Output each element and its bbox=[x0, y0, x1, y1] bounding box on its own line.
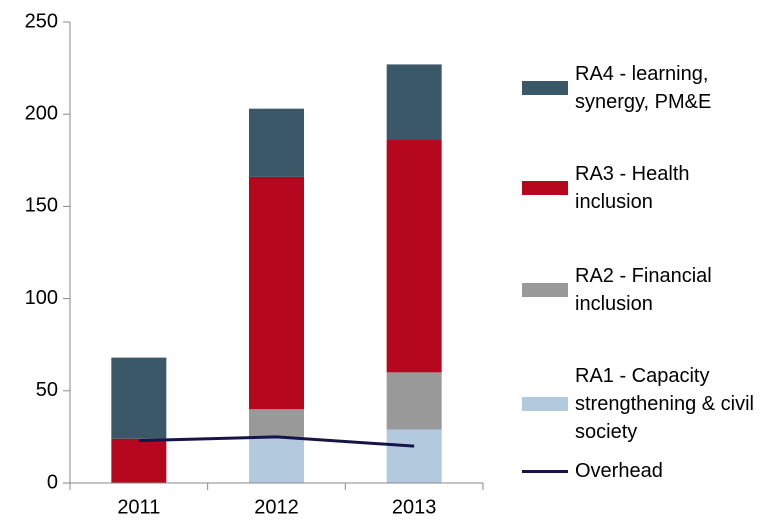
y-tick-label: 200 bbox=[25, 102, 58, 124]
bar-segment bbox=[386, 429, 442, 483]
bar-segment bbox=[249, 409, 304, 437]
bar-segment bbox=[111, 357, 167, 439]
bar-segment bbox=[111, 438, 167, 483]
y-tick-label: 150 bbox=[25, 195, 58, 217]
y-tick-label: 0 bbox=[47, 471, 58, 493]
legend-swatch bbox=[522, 397, 568, 411]
x-tick-label: 2011 bbox=[117, 496, 160, 518]
x-tick-label: 2012 bbox=[254, 496, 299, 518]
legend-item: RA4 - learning, synergy, PM&E bbox=[522, 60, 760, 116]
bar-segment bbox=[386, 372, 442, 430]
legend-label: RA3 - Health inclusion bbox=[575, 163, 690, 213]
y-tick-label: 50 bbox=[36, 379, 58, 401]
y-tick-label: 250 bbox=[25, 10, 58, 32]
legend-item: RA2 - Financial inclusion bbox=[522, 262, 760, 318]
legend-label: RA4 - learning, synergy, PM&E bbox=[575, 63, 712, 113]
y-tick-label: 100 bbox=[25, 287, 58, 309]
legend-item: Overhead bbox=[522, 457, 760, 485]
bar-segment bbox=[386, 64, 442, 141]
legend-swatch bbox=[522, 469, 568, 473]
x-tick-label: 2013 bbox=[392, 496, 437, 518]
legend-label: Overhead bbox=[575, 460, 663, 482]
legend-label: RA1 - Capacity strengthening & civil soc… bbox=[575, 365, 754, 443]
bar-segment bbox=[386, 140, 442, 373]
legend-label: RA2 - Financial inclusion bbox=[575, 265, 712, 315]
bar-segment bbox=[249, 176, 304, 410]
legend-item: RA1 - Capacity strengthening & civil soc… bbox=[522, 362, 760, 446]
bar-segment bbox=[249, 108, 304, 177]
legend-item: RA3 - Health inclusion bbox=[522, 160, 760, 216]
legend-swatch bbox=[522, 81, 568, 95]
line-series bbox=[138, 435, 415, 448]
legend-swatch bbox=[522, 181, 568, 195]
bar-segment bbox=[249, 436, 304, 483]
legend-swatch bbox=[522, 283, 568, 297]
